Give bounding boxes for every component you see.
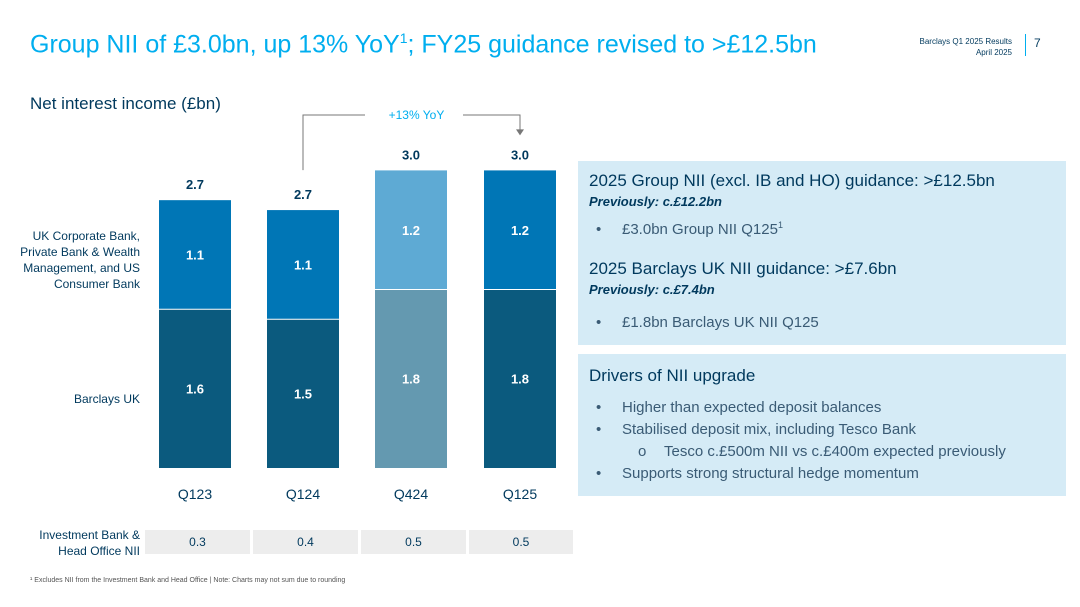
bar-barclays-uk: [159, 309, 231, 468]
data-label: 1.2: [511, 223, 529, 238]
uk-guidance-bullet: • £1.8bn Barclays UK NII Q125: [596, 314, 819, 331]
data-label: 1.1: [294, 258, 312, 273]
yoy-bracket-right: [463, 114, 521, 131]
total-label: 2.7: [294, 187, 312, 202]
legend-barclays-uk: Barclays UK: [73, 392, 140, 406]
uk-guidance-heading: 2025 Barclays UK NII guidance: >£7.6bn: [589, 259, 897, 278]
drivers-panel: [578, 354, 1066, 496]
drivers-heading: Drivers of NII upgrade: [589, 366, 756, 385]
x-tick-label: Q125: [503, 486, 537, 502]
footnote: ¹ Excludes NII from the Investment Bank …: [30, 577, 346, 584]
group-guidance-bullet: • £3.0bn Group NII Q1251: [596, 220, 783, 238]
ib-value-cell: 0.4: [253, 530, 358, 554]
bar-corporate-bank: [159, 200, 231, 310]
total-label: 3.0: [511, 147, 529, 162]
bar-corporate-bank: [375, 170, 447, 290]
page-number: 7: [1034, 36, 1041, 50]
ib-value-cell: 0.5: [361, 530, 466, 554]
data-label: 1.1: [186, 248, 204, 263]
page-title: Group NII of £3.0bn, up 13% YoY1; FY25 g…: [30, 30, 817, 59]
total-label: 3.0: [402, 147, 420, 162]
header-divider: [1025, 34, 1026, 56]
uk-guidance: 2025 Barclays UK NII guidance: >£7.6bn P…: [589, 259, 897, 297]
data-label: 1.6: [186, 382, 204, 397]
x-tick-label: Q123: [178, 486, 212, 502]
bar-barclays-uk: [375, 289, 447, 468]
data-label: 1.8: [402, 372, 420, 387]
bar-corporate-bank: [484, 170, 556, 290]
document-info: Barclays Q1 2025 Results April 2025: [920, 36, 1013, 58]
x-tick-label: Q124: [286, 486, 320, 502]
legend-corporate-bank: UK Corporate Bank, Private Bank & Wealth…: [20, 229, 140, 291]
bar-barclays-uk: [267, 319, 339, 468]
bar-corporate-bank: [267, 210, 339, 320]
total-label: 2.7: [186, 177, 204, 192]
group-guidance-heading: 2025 Group NII (excl. IB and HO) guidanc…: [589, 171, 995, 190]
uk-guidance-previous: Previously: c.£7.4bn: [589, 282, 715, 297]
driver-bullet: • Supports strong structural hedge moment…: [596, 465, 919, 482]
driver-bullet: • Higher than expected deposit balances: [596, 399, 882, 416]
chart-title: Net interest income (£bn): [30, 94, 221, 113]
group-guidance: 2025 Group NII (excl. IB and HO) guidanc…: [589, 171, 995, 209]
ib-value-cell: 0.3: [145, 530, 250, 554]
data-label: 1.8: [511, 372, 529, 387]
x-tick-label: Q424: [394, 486, 428, 502]
yoy-bracket-left: [302, 114, 365, 171]
driver-sub-bullet: o Tesco c.£500m NII vs c.£400m expected p…: [638, 443, 1006, 460]
guidance-panel: [578, 161, 1066, 345]
ib-value-cell: 0.5: [469, 530, 573, 554]
data-label: 1.5: [294, 387, 312, 402]
group-guidance-previous: Previously: c.£12.2bn: [589, 194, 722, 209]
bar-barclays-uk: [484, 289, 556, 468]
document-name: Barclays Q1 2025 Results: [919, 37, 1013, 46]
driver-bullet: • Stabilised deposit mix, including Tesco…: [596, 421, 917, 438]
investment-bank-label: Investment Bank & Head Office NII: [39, 528, 140, 558]
document-date: April 2025: [975, 48, 1012, 57]
data-label: 1.2: [402, 223, 420, 238]
yoy-arrow-head: [516, 129, 524, 136]
yoy-annotation: +13% YoY: [389, 108, 445, 122]
